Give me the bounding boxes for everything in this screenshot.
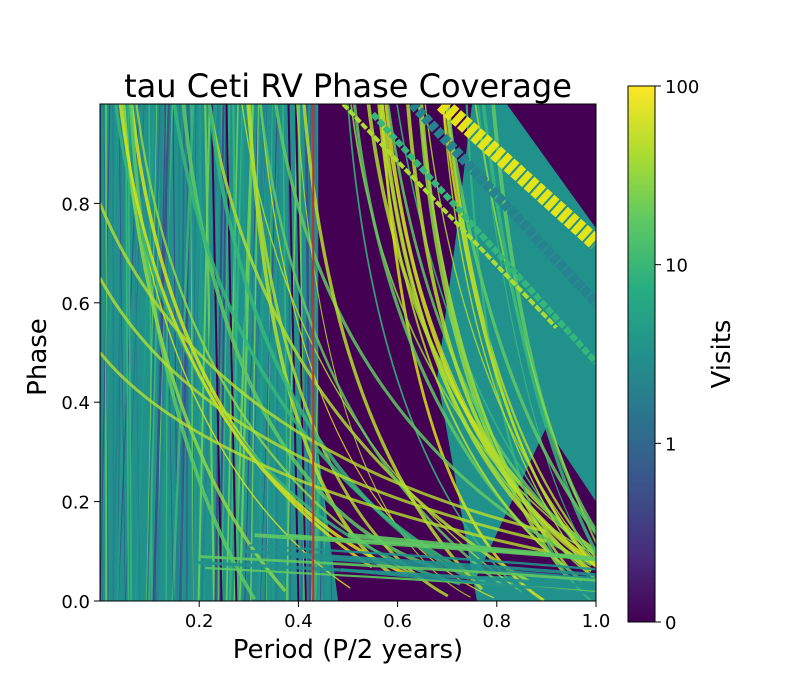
heatmap-streak: [197, 104, 211, 601]
low-phase-band: [197, 561, 596, 589]
phase-track: [474, 104, 596, 546]
heatmap-streak: [180, 104, 186, 601]
heatmap-streak: [124, 104, 130, 601]
heatmap-streak: [285, 104, 299, 601]
phase-track: [386, 104, 596, 555]
bright-band: [436, 104, 596, 250]
x-tick-label: 1.0: [582, 611, 611, 632]
heatmap-streak: [219, 104, 228, 601]
x-tick-label: 0.6: [383, 611, 412, 632]
x-tick-label: 0.8: [482, 611, 511, 632]
low-phase-band: [248, 544, 596, 571]
heatmap-tracks: [100, 104, 596, 601]
heatmap-streak: [117, 104, 140, 601]
phase-track: [128, 104, 257, 601]
empty-corner: [506, 104, 596, 229]
colorbar-tick-label: 1: [665, 434, 676, 455]
phase-track: [118, 104, 373, 569]
x-axis: 0.2 0.4 0.6 0.8 1.0: [185, 601, 610, 632]
low-phase-band: [254, 533, 596, 562]
phase-arc: [100, 351, 547, 553]
bright-band: [408, 104, 596, 307]
plot-frame: [99, 103, 597, 602]
x-tick-label: 0.4: [284, 611, 313, 632]
heatmap-streak: [118, 104, 126, 601]
phase-track: [445, 104, 596, 537]
heatmap-gap: [210, 104, 223, 601]
y-tick-label: 0.0: [61, 592, 90, 613]
colorbar-gradient: [627, 85, 656, 623]
colorbar-ticks: 0 1 10 100: [655, 77, 699, 634]
heatmap-streak: [103, 104, 109, 601]
y-axis-label: Phase: [23, 318, 53, 396]
phase-track: [259, 104, 505, 587]
heatmap-streak: [100, 104, 120, 601]
heatmap-streak: [200, 104, 220, 601]
plot-area: [100, 104, 596, 601]
phase-track: [172, 104, 487, 584]
phase-track: [418, 104, 596, 581]
colorbar-label: Visits: [707, 320, 737, 389]
colorbar-tick-label: 0: [665, 613, 676, 634]
heatmap-streak: [282, 104, 289, 601]
phase-arc: [100, 277, 547, 543]
heatmap-gap: [294, 104, 307, 601]
heatmap-streak: [260, 104, 279, 601]
bright-band: [370, 111, 596, 365]
y-axis: 0.0 0.2 0.4 0.6 0.8: [61, 194, 100, 613]
low-phase-band: [198, 555, 596, 582]
chart-title: tau Ceti RV Phase Coverage: [124, 67, 572, 105]
y-tick-label: 0.2: [61, 493, 90, 514]
phase-track: [406, 104, 596, 568]
phase-arc: [100, 202, 547, 533]
x-axis-label: Period (P/2 years): [233, 635, 463, 665]
low-phase-band: [243, 549, 596, 577]
heatmap-gap: [287, 104, 300, 601]
heatmap-streak: [246, 104, 266, 601]
bright-band: [341, 104, 558, 330]
colorbar: 0 1 10 100 Visits: [627, 77, 737, 634]
x-tick-label: 0.2: [185, 611, 214, 632]
phase-track: [207, 104, 530, 583]
heatmap-streak: [176, 104, 181, 601]
heatmap-streak: [100, 104, 111, 601]
colorbar-tick-label: 100: [665, 77, 699, 98]
heatmap-streak: [164, 104, 174, 601]
low-phase-band: [340, 568, 596, 596]
phase-track: [121, 104, 287, 593]
y-tick-label: 0.8: [61, 194, 90, 215]
heatmap-streak: [155, 104, 163, 601]
heatmap-streak: [111, 104, 128, 601]
phase-track: [465, 104, 592, 601]
y-tick-label: 0.6: [61, 294, 90, 315]
heatmap-streak: [127, 104, 133, 601]
colorbar-tick-label: 10: [665, 256, 688, 277]
heatmap-streak: [146, 104, 158, 601]
y-tick-label: 0.4: [61, 393, 90, 414]
heatmap-streak: [275, 104, 280, 601]
heatmap-streak: [112, 104, 115, 601]
heatmap-streak: [239, 104, 254, 601]
phase-track: [444, 104, 596, 566]
